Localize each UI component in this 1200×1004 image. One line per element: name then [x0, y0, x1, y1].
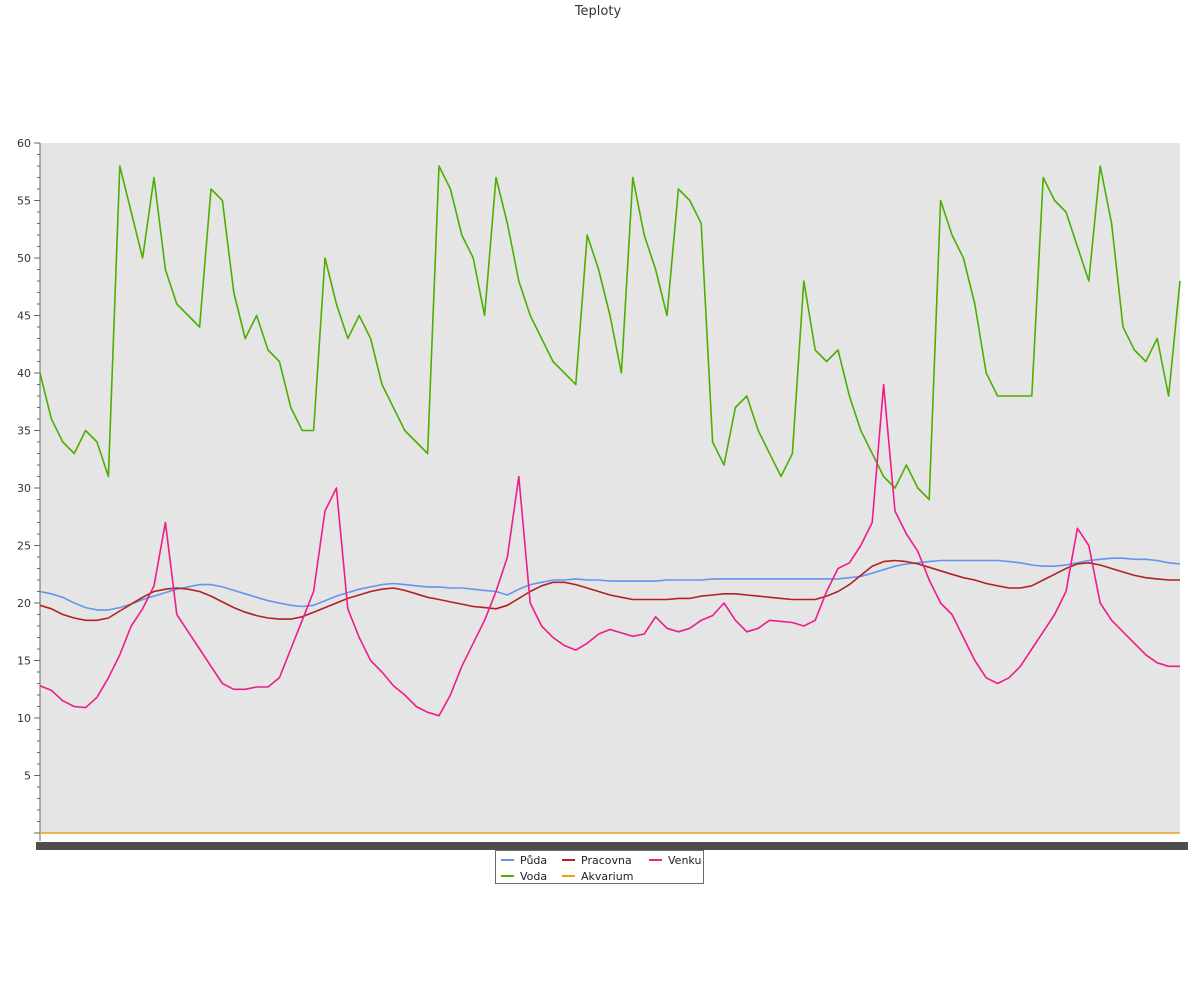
legend-item: Venku — [649, 854, 701, 867]
legend-swatch — [649, 859, 662, 861]
y-tick-label: 40 — [17, 367, 31, 380]
y-tick-label: 25 — [17, 540, 31, 553]
series-line-venku — [39, 383, 1180, 717]
y-tick-label: 5 — [24, 770, 31, 783]
axes: 5 10 15 20 25 30 35 40 45 50 55 60 — [17, 137, 41, 841]
legend-item: Voda — [501, 870, 547, 883]
legend-item: Pracovna — [562, 854, 632, 867]
legend-swatch — [501, 859, 514, 861]
legend-item: Akvarium — [562, 870, 633, 883]
x-axis-tick-labels — [36, 842, 1188, 850]
y-tick-label: 10 — [17, 712, 31, 725]
legend: Půda Pracovna Venku Voda Akvarium — [495, 850, 704, 884]
y-tick-label: 15 — [17, 655, 31, 668]
series-line-voda — [39, 165, 1181, 501]
legend-label: Voda — [520, 870, 548, 883]
legend-swatch — [501, 875, 514, 877]
legend-label: Venku — [668, 854, 702, 867]
y-tick-label: 50 — [17, 252, 31, 265]
legend-label: Pracovna — [581, 854, 632, 867]
y-tick-label: 35 — [17, 425, 31, 438]
legend-label: Půda — [520, 854, 548, 867]
legend-swatch — [562, 859, 575, 861]
legend-label: Akvarium — [581, 870, 634, 883]
y-tick-label: 45 — [17, 310, 31, 323]
chart-title: Teploty — [574, 4, 622, 19]
plot-area — [40, 143, 1180, 833]
series-line-pracovna — [39, 559, 1180, 622]
legend-item: Půda — [501, 854, 547, 867]
series-line-p-da — [39, 557, 1181, 611]
y-tick-label: 60 — [17, 137, 31, 150]
series-layer — [39, 165, 1181, 834]
y-tick-label: 20 — [17, 597, 31, 610]
y-tick-label: 55 — [17, 195, 31, 208]
y-tick-label: 30 — [17, 482, 31, 495]
legend-swatch — [562, 875, 575, 877]
